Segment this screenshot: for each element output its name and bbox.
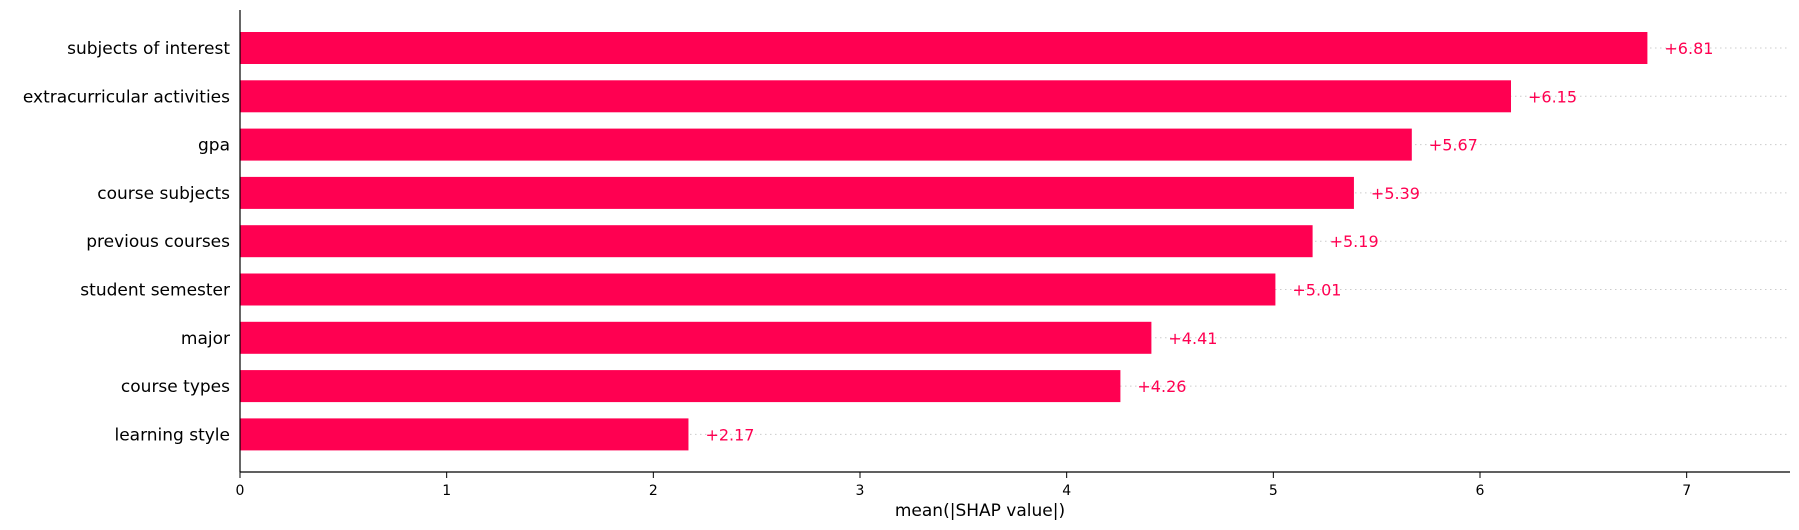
value-label: +6.15 <box>1528 87 1577 106</box>
bar <box>240 128 1412 161</box>
bar <box>240 370 1121 403</box>
x-tick-label: 6 <box>1476 483 1485 499</box>
x-tick-label: 3 <box>856 483 865 499</box>
x-tick-label: 2 <box>649 483 658 499</box>
x-axis-ticks: 0 1 2 3 4 5 6 7 <box>236 472 1691 499</box>
category-label: course types <box>121 377 230 397</box>
value-label: +2.17 <box>705 425 754 444</box>
x-tick-label: 7 <box>1682 483 1691 499</box>
x-tick-label: 5 <box>1269 483 1278 499</box>
bar <box>240 273 1276 306</box>
x-tick-label: 1 <box>442 483 451 499</box>
bar <box>240 321 1152 354</box>
category-label: previous courses <box>86 232 230 252</box>
value-label: +4.26 <box>1137 377 1186 396</box>
value-label: +5.19 <box>1330 232 1379 251</box>
value-label: +5.39 <box>1371 184 1420 203</box>
category-label: major <box>181 329 230 349</box>
x-axis-title: mean(|SHAP value|) <box>895 501 1065 521</box>
value-labels: +6.81 +6.15 +5.67 +5.39 +5.19 +5.01 +4.41 +4.26… <box>705 39 1713 444</box>
bar <box>240 225 1313 258</box>
x-tick-label: 0 <box>236 483 245 499</box>
category-label: subjects of interest <box>67 39 230 59</box>
value-label: +6.81 <box>1664 39 1713 58</box>
bar <box>240 32 1648 64</box>
category-label: learning style <box>114 425 230 445</box>
category-label: course subjects <box>97 184 230 204</box>
x-tick-label: 4 <box>1062 483 1071 499</box>
bar <box>240 418 689 451</box>
category-label: extracurricular activities <box>23 87 230 107</box>
bar <box>240 176 1354 209</box>
value-label: +4.41 <box>1168 329 1217 348</box>
value-label: +5.01 <box>1292 281 1341 300</box>
category-label: student semester <box>80 281 230 301</box>
category-label: gpa <box>198 136 230 156</box>
category-labels: subjects of interest extracurricular acti… <box>23 39 230 445</box>
bars <box>240 32 1648 451</box>
bar <box>240 80 1511 113</box>
value-label: +5.67 <box>1429 136 1478 155</box>
